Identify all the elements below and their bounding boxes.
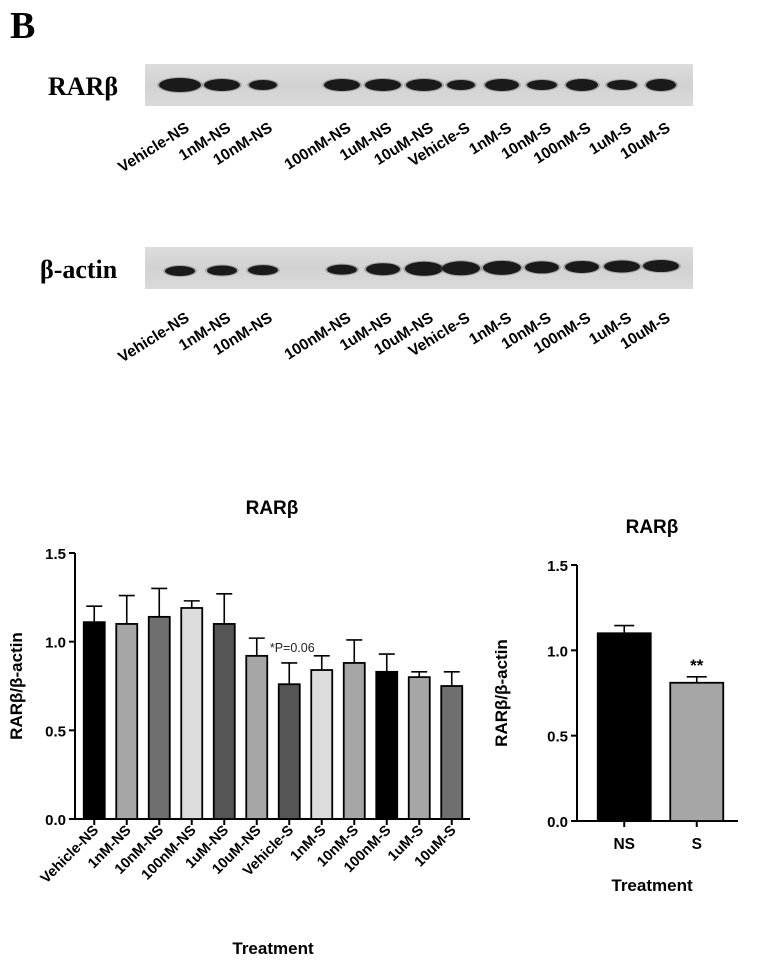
bar: [669, 681, 725, 822]
significance-annotation: **: [690, 656, 704, 675]
bar: [212, 623, 236, 820]
blot-band: [566, 79, 598, 91]
plot-area: 0.00.51.01.5Vehicle-NS1nM-NS10nM-NS100nM…: [38, 546, 470, 887]
bar: [407, 676, 431, 820]
blot-band: [165, 266, 195, 276]
blot-band: [565, 260, 599, 273]
y-tick-label: 1.5: [547, 558, 568, 575]
y-tick-label: 0.5: [45, 723, 66, 740]
blot-band: [483, 260, 521, 275]
bar: [115, 623, 139, 820]
blot-band: [604, 260, 640, 273]
blot-strip-actin: [145, 247, 693, 289]
blot-band: [646, 79, 676, 91]
blot-band: [643, 260, 679, 273]
blot-band: [607, 80, 637, 90]
x-tick-label: NS: [613, 836, 635, 853]
blot-band: [248, 265, 278, 276]
bar: [147, 615, 171, 820]
blot-band: [366, 263, 400, 276]
blot-label-rarb: RARβ: [48, 72, 119, 101]
bar: [440, 685, 464, 820]
blot-band: [442, 261, 480, 276]
bar: [82, 621, 106, 820]
blot-band: [207, 265, 237, 276]
panel-letter: B: [10, 5, 36, 47]
blot-band: [324, 79, 360, 91]
y-axis-label: RARβ/β-actin: [7, 632, 26, 740]
y-tick-label: 0.5: [547, 729, 568, 746]
plot-area: 0.0 0.5 1.0 1.5 NS S **: [547, 558, 738, 853]
blot-band: [525, 261, 559, 274]
blot-band: [406, 79, 442, 91]
significance-annotation: *P=0.06: [270, 641, 315, 655]
bar-chart-summary: RARβ RARβ/β-actin Treatment 0.0 0.5 1.0 1.5…: [492, 517, 738, 895]
x-tick-label: S: [692, 836, 702, 853]
blot-bands-rarb: [157, 77, 678, 93]
blot-band: [249, 80, 277, 90]
bar: [180, 607, 204, 820]
y-tick-label: 0.0: [45, 812, 66, 829]
bar: [596, 632, 652, 822]
bar: [245, 654, 269, 820]
blot-band: [527, 80, 557, 90]
y-tick-label: 1.5: [45, 546, 66, 563]
bar-chart-lanes: RARβ RARβ/β-actin Treatment 0.0 0.5 1.0 1.5…: [7, 498, 470, 958]
blot-band: [159, 78, 201, 92]
y-axis-label: RARβ/β-actin: [492, 639, 511, 747]
blot-band: [327, 264, 357, 275]
blot-band: [405, 261, 443, 276]
blot-band: [447, 80, 475, 90]
chart-title: RARβ: [246, 498, 299, 519]
bar: [375, 670, 399, 820]
bar: [342, 662, 366, 820]
blot-label-actin: β-actin: [40, 255, 118, 284]
y-tick-label: 0.0: [547, 814, 568, 831]
bar: [277, 683, 301, 820]
blot-bands-actin: [163, 259, 681, 277]
x-axis-label: Treatment: [611, 876, 693, 895]
blot-band: [365, 79, 401, 91]
blot-band: [485, 79, 519, 91]
blot-band: [204, 79, 240, 91]
bar: [310, 669, 334, 820]
blot-strip-rarb: [145, 64, 693, 106]
y-tick-label: 1.0: [547, 643, 568, 660]
x-axis-label: Treatment: [232, 939, 314, 958]
y-tick-label: 1.0: [45, 635, 66, 652]
chart-title: RARβ: [626, 517, 679, 538]
